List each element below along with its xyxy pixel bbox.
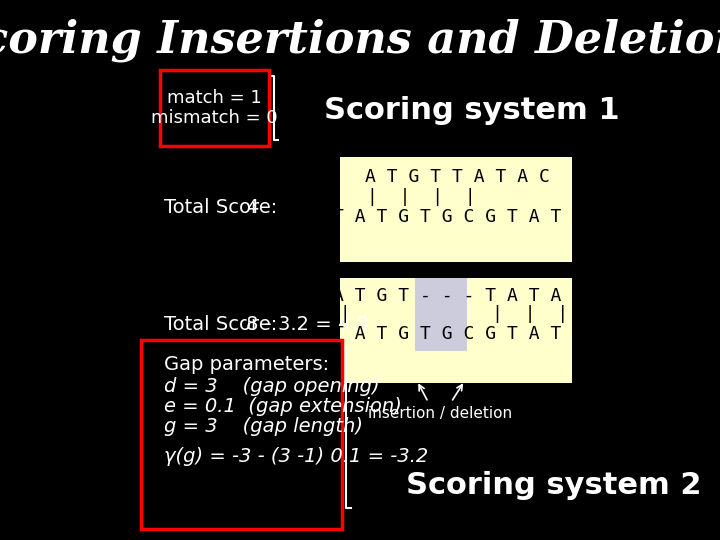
FancyBboxPatch shape — [340, 278, 572, 383]
Text: d = 3    (gap opening): d = 3 (gap opening) — [164, 376, 380, 396]
Text: Scoring system 1: Scoring system 1 — [323, 96, 619, 125]
Text: Scoring Insertions and Deletions: Scoring Insertions and Deletions — [0, 19, 720, 62]
Text: γ(g) = -3 - (3 -1) 0.1 = -3.2: γ(g) = -3 - (3 -1) 0.1 = -3.2 — [164, 447, 428, 466]
FancyBboxPatch shape — [340, 157, 572, 262]
Text: T A T G T G C G T A T A: T A T G T G C G T A T A — [333, 325, 583, 343]
Text: |  |  |  |             |  |  |  |: | | | | | | | | — [242, 305, 601, 323]
FancyBboxPatch shape — [160, 70, 269, 146]
FancyBboxPatch shape — [415, 278, 467, 351]
Text: insertion / deletion: insertion / deletion — [368, 406, 512, 421]
FancyBboxPatch shape — [141, 340, 342, 529]
Text: A T G T - - - T A T A C: A T G T - - - T A T A C — [333, 287, 583, 305]
Text: T A T G T G C G T A T A: T A T G T G C G T A T A — [333, 208, 583, 226]
Text: A T G T T A T A C: A T G T T A T A C — [366, 168, 550, 186]
Text: |  |  |  |: | | | | — [367, 187, 476, 206]
Text: 4: 4 — [246, 198, 258, 218]
Text: e = 0.1  (gap extension): e = 0.1 (gap extension) — [164, 396, 402, 416]
Text: 8 - 3.2 = 4.8: 8 - 3.2 = 4.8 — [246, 314, 369, 334]
Text: Scoring system 2: Scoring system 2 — [405, 471, 701, 501]
Text: Total Score:: Total Score: — [164, 198, 277, 218]
Text: match = 1
mismatch = 0: match = 1 mismatch = 0 — [151, 89, 278, 127]
Text: g = 3    (gap length): g = 3 (gap length) — [164, 417, 364, 436]
Text: Total Score:: Total Score: — [164, 314, 277, 334]
Text: Gap parameters:: Gap parameters: — [164, 355, 329, 374]
